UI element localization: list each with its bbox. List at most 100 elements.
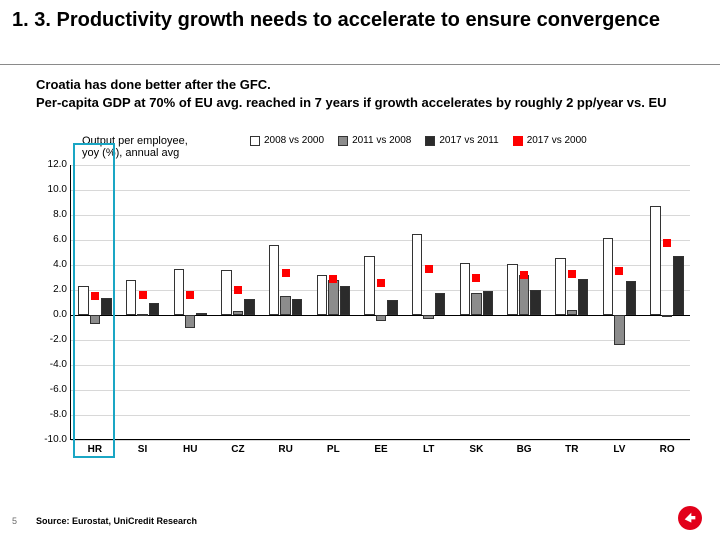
bar	[137, 314, 147, 316]
bar	[435, 293, 445, 316]
series-marker	[186, 291, 194, 299]
bar	[233, 311, 243, 315]
legend-label: 2017 vs 2011	[439, 135, 498, 146]
bar	[221, 270, 231, 315]
y-tick-label: -10.0	[37, 434, 67, 445]
bar	[673, 256, 683, 315]
gridline	[71, 390, 690, 391]
legend-item: 2017 vs 2000	[513, 135, 587, 146]
arrow-icon	[682, 510, 698, 526]
legend-swatch	[513, 136, 523, 146]
x-tick-label: LV	[613, 444, 625, 455]
legend-label: 2008 vs 2000	[264, 135, 324, 146]
subtitle-line: Croatia has done better after the GFC.	[36, 76, 708, 94]
plot-area: -10.0-8.0-6.0-4.0-2.00.02.04.06.08.010.0…	[70, 165, 690, 440]
series-marker	[472, 274, 480, 282]
series-marker	[234, 286, 242, 294]
y-tick-label: 2.0	[37, 284, 67, 295]
series-marker	[615, 267, 623, 275]
gridline	[71, 415, 690, 416]
bar	[519, 275, 529, 315]
gridline	[71, 365, 690, 366]
bar	[578, 279, 588, 315]
subtitle-line: Per-capita GDP at 70% of EU avg. reached…	[36, 94, 708, 112]
x-tick-label: LT	[423, 444, 434, 455]
x-tick-label: SK	[469, 444, 483, 455]
legend-swatch	[250, 136, 260, 146]
bar	[328, 280, 338, 315]
legend-item: 2011 vs 2008	[338, 135, 411, 146]
bar	[196, 313, 206, 316]
bar	[174, 269, 184, 315]
x-tick-label: RU	[278, 444, 292, 455]
title-rule	[0, 64, 720, 65]
bar	[614, 315, 624, 345]
y-tick-label: -2.0	[37, 334, 67, 345]
x-tick-label: BG	[517, 444, 532, 455]
x-tick-label: CZ	[231, 444, 244, 455]
subtitle: Croatia has done better after the GFC. P…	[36, 76, 708, 111]
legend-item: 2017 vs 2011	[425, 135, 498, 146]
bar	[555, 258, 565, 316]
x-tick-label: PL	[327, 444, 340, 455]
bar	[317, 275, 327, 315]
gridline	[71, 190, 690, 191]
bar	[412, 234, 422, 315]
bar	[185, 315, 195, 328]
gridline	[71, 215, 690, 216]
y-tick-label: 4.0	[37, 259, 67, 270]
bar	[626, 281, 636, 315]
chart-legend: 2008 vs 2000 2011 vs 2008 2017 vs 2011 2…	[250, 135, 587, 146]
page-number: 5	[12, 516, 17, 526]
x-tick-label: TR	[565, 444, 578, 455]
bar	[269, 245, 279, 315]
page-title: 1. 3. Productivity growth needs to accel…	[12, 8, 708, 32]
bar	[603, 238, 613, 316]
y-tick-label: 6.0	[37, 234, 67, 245]
legend-swatch	[338, 136, 348, 146]
bar	[423, 315, 433, 319]
gridline	[71, 165, 690, 166]
y-tick-label: -6.0	[37, 384, 67, 395]
gridline	[71, 340, 690, 341]
gridline	[71, 290, 690, 291]
series-marker	[425, 265, 433, 273]
gridline	[71, 265, 690, 266]
bar	[292, 299, 302, 315]
bar	[530, 290, 540, 315]
y-tick-label: 10.0	[37, 184, 67, 195]
legend-swatch	[425, 136, 435, 146]
series-marker	[377, 279, 385, 287]
x-tick-label: EE	[374, 444, 387, 455]
gridline	[71, 240, 690, 241]
legend-label: 2017 vs 2000	[527, 135, 587, 146]
productivity-chart: Output per employee, yoy (%), annual avg…	[30, 135, 706, 475]
gridline	[71, 440, 690, 441]
y-tick-label: 12.0	[37, 159, 67, 170]
y-tick-label: 8.0	[37, 209, 67, 220]
series-marker	[520, 271, 528, 279]
highlight-box	[73, 143, 115, 458]
series-marker	[663, 239, 671, 247]
bar	[244, 299, 254, 315]
legend-label: 2011 vs 2008	[352, 135, 411, 146]
legend-item: 2008 vs 2000	[250, 135, 324, 146]
y-tick-label: 0.0	[37, 309, 67, 320]
bar	[280, 296, 290, 315]
bar	[387, 300, 397, 315]
bar	[471, 293, 481, 316]
x-tick-label: SI	[138, 444, 147, 455]
bar	[149, 303, 159, 316]
bar	[483, 291, 493, 315]
series-marker	[329, 275, 337, 283]
bar	[662, 315, 672, 317]
bar	[340, 286, 350, 315]
bar	[507, 264, 517, 315]
x-tick-label: HU	[183, 444, 197, 455]
y-tick-label: -4.0	[37, 359, 67, 370]
source-text: Source: Eurostat, UniCredit Research	[36, 516, 197, 526]
series-marker	[139, 291, 147, 299]
bar	[460, 263, 470, 316]
x-tick-label: RO	[660, 444, 675, 455]
series-marker	[568, 270, 576, 278]
